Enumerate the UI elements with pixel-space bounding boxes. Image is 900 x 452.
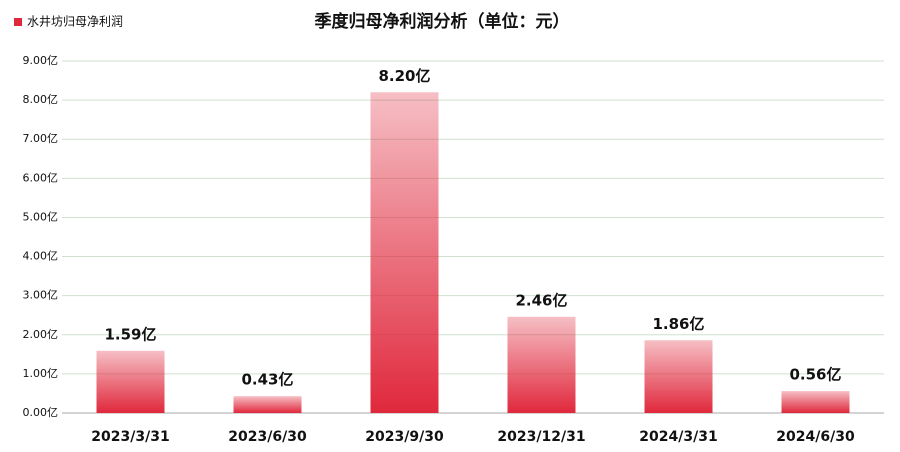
legend-swatch <box>14 18 22 26</box>
bar <box>96 350 165 413</box>
y-tick-label: 2.00亿 <box>23 328 59 341</box>
x-tick-label: 2023/6/30 <box>228 429 307 445</box>
bar <box>644 340 713 413</box>
value-label: 1.86亿 <box>652 315 704 333</box>
bar <box>781 391 850 413</box>
y-tick-label: 1.00亿 <box>23 367 59 380</box>
value-label: 0.43亿 <box>241 371 293 389</box>
legend-label: 水井坊归母净利润 <box>27 14 123 29</box>
y-tick-label: 0.00亿 <box>23 406 59 419</box>
y-tick-label: 8.00亿 <box>23 93 59 106</box>
chart-title: 季度归母净利润分析（单位：元） <box>315 11 570 32</box>
value-label: 1.59亿 <box>104 325 156 343</box>
bar <box>507 316 576 413</box>
x-tick-label: 2023/9/30 <box>365 429 444 445</box>
x-tick-label: 2023/12/31 <box>497 429 585 445</box>
y-tick-label: 6.00亿 <box>23 171 59 184</box>
value-label: 8.20亿 <box>378 67 430 85</box>
y-tick-label: 7.00亿 <box>23 132 59 145</box>
y-tick-label: 9.00亿 <box>23 54 59 67</box>
x-tick-label: 2023/3/31 <box>91 429 169 445</box>
y-tick-label: 4.00亿 <box>23 250 59 263</box>
bar <box>233 396 302 413</box>
bar <box>370 92 439 414</box>
value-label: 0.56亿 <box>789 366 841 384</box>
y-tick-label: 3.00亿 <box>23 289 59 302</box>
x-tick-label: 2024/3/31 <box>639 429 717 445</box>
y-tick-label: 5.00亿 <box>23 210 59 223</box>
value-label: 2.46亿 <box>515 291 567 309</box>
x-tick-label: 2024/6/30 <box>776 429 855 445</box>
